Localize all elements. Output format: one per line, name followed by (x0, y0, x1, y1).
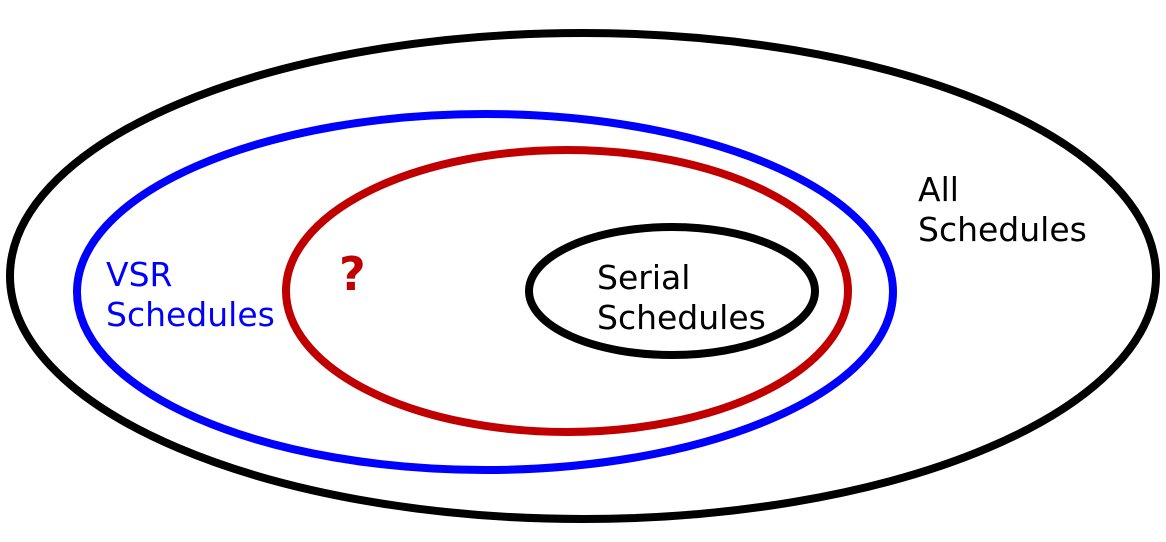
vsr-schedules-line1: VSR (106, 255, 173, 294)
unknown-set-ellipse (282, 146, 852, 436)
serial-schedules-line2: Schedules (597, 298, 766, 337)
vsr-schedules-line2: Schedules (106, 295, 275, 334)
vsr-schedules-label: VSR Schedules (106, 255, 275, 335)
serial-schedules-label: Serial Schedules (597, 258, 766, 338)
all-schedules-label: All Schedules (918, 170, 1087, 250)
all-schedules-line2: Schedules (918, 210, 1087, 249)
vsr-schedules-ellipse (73, 110, 897, 474)
serial-schedules-ellipse (525, 223, 819, 359)
all-schedules-line1: All (918, 170, 959, 209)
serial-schedules-line1: Serial (597, 258, 691, 297)
all-schedules-ellipse (6, 29, 1160, 523)
unknown-set-label: ? (339, 247, 366, 301)
